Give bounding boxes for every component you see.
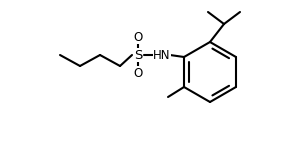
Text: HN: HN [153, 49, 171, 62]
Text: S: S [134, 49, 142, 62]
Text: O: O [133, 66, 143, 79]
Text: O: O [133, 30, 143, 44]
